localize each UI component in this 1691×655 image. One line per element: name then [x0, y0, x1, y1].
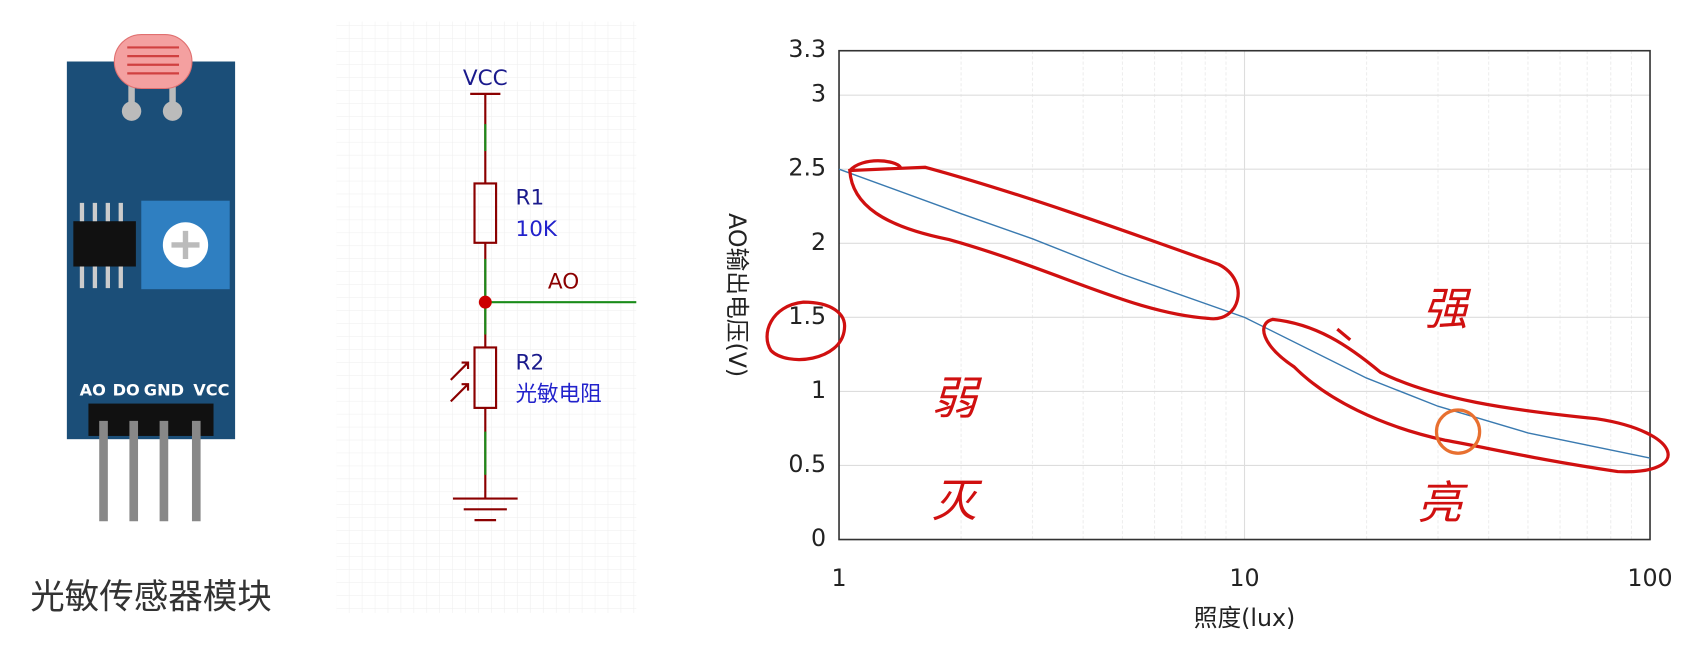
- x-tick-label: 1: [831, 564, 846, 592]
- x-tick-label: 10: [1229, 564, 1259, 592]
- y-tick-label: 0: [811, 524, 826, 552]
- chart: 0 0.5 1 1.5 2 2.5 3 3.3 1 10 100 照度(lux) AO输出电压(V) 弱灭…: [723, 35, 1673, 632]
- y-tick-label: 2.5: [788, 154, 826, 182]
- r1-name: R1: [515, 186, 544, 211]
- y-tick-label: 2: [811, 228, 826, 256]
- pin-label: VCC: [193, 380, 229, 399]
- data-line: [838, 168, 1651, 459]
- schematic: [450, 92, 637, 522]
- pin-labels: AO DO GND VCC: [80, 380, 230, 399]
- y-tick-label: 1.5: [788, 302, 826, 330]
- hand-annotations: [765, 159, 1670, 474]
- x-axis-label: 照度(lux): [1194, 604, 1296, 632]
- y-tick-label: 1: [811, 376, 826, 404]
- y-axis-label: AO输出电压(V): [723, 213, 751, 377]
- hand-note: 灭: [932, 474, 983, 527]
- r2-name: R2: [515, 351, 544, 376]
- sensor-module: [66, 33, 236, 522]
- module-caption: 光敏传感器模块: [30, 577, 272, 617]
- vcc-label: VCC: [463, 66, 508, 91]
- hand-note: 弱: [932, 372, 983, 425]
- y-tick-label: 0.5: [788, 450, 826, 478]
- r2-value: 光敏电阻: [515, 382, 601, 407]
- node-label: AO: [548, 270, 579, 295]
- pin-label: DO: [113, 380, 140, 399]
- plot-frame: [838, 49, 1651, 541]
- hand-note: 强: [1422, 282, 1471, 335]
- r1-value: 10K: [515, 217, 557, 242]
- pin-label: AO: [80, 380, 106, 399]
- y-tick-label: 3.3: [788, 35, 826, 63]
- pin-label: GND: [144, 380, 184, 399]
- hand-note: 亮: [1417, 477, 1468, 530]
- y-tick-label: 3: [811, 80, 826, 108]
- x-tick-label: 100: [1627, 564, 1672, 592]
